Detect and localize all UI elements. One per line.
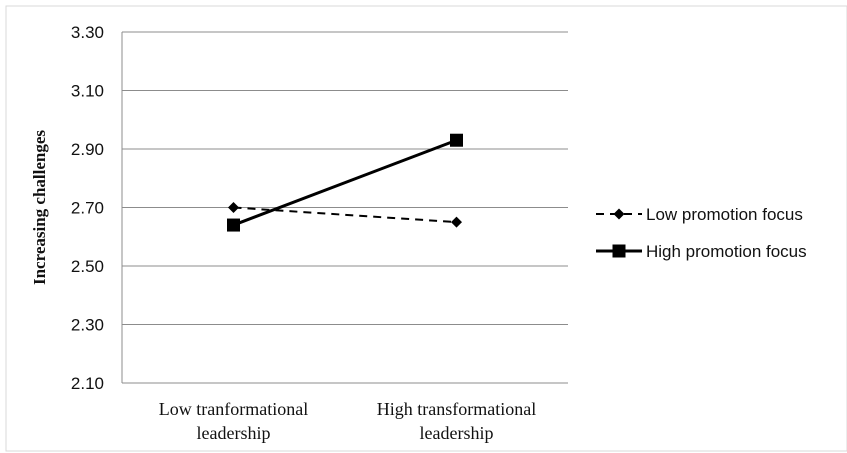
legend: Low promotion focus High promotion focus xyxy=(596,205,807,261)
data-point-marker xyxy=(451,216,462,228)
y-tick-label: 3.10 xyxy=(71,82,104,101)
y-tick-labels: 2.10 2.30 2.50 2.70 2.90 3.10 3.30 xyxy=(71,23,104,393)
chart-border xyxy=(5,5,847,452)
x-category-label: Low tranformational xyxy=(159,399,308,419)
legend-marker xyxy=(613,208,625,220)
y-tick-label: 2.90 xyxy=(71,140,104,159)
data-point-marker xyxy=(228,202,239,213)
data-point-marker xyxy=(227,218,240,232)
x-category-label: High transformational xyxy=(377,399,536,419)
gridlines xyxy=(122,31,568,384)
x-category-label: leadership xyxy=(420,423,494,443)
y-tick-label: 3.30 xyxy=(71,23,104,42)
y-tick-label: 2.30 xyxy=(71,316,104,335)
y-tick-label: 2.50 xyxy=(71,257,104,276)
x-category-labels: Low tranformational leadership High transf… xyxy=(159,399,536,443)
series-line xyxy=(232,138,458,227)
series-1 xyxy=(228,202,462,228)
series-2 xyxy=(227,133,463,232)
y-tick-label: 2.10 xyxy=(71,374,104,393)
series-line xyxy=(233,206,457,224)
x-category-label: leadership xyxy=(197,423,271,443)
legend-label: High promotion focus xyxy=(646,242,807,261)
y-axis-title: Increasing challenges xyxy=(30,130,49,285)
legend-item: High promotion focus xyxy=(596,242,807,261)
data-point-marker xyxy=(450,133,463,147)
y-tick-label: 2.70 xyxy=(71,199,104,218)
legend-item: Low promotion focus xyxy=(596,205,803,224)
series-layer xyxy=(227,133,463,232)
legend-marker xyxy=(612,244,626,258)
legend-label: Low promotion focus xyxy=(646,205,803,224)
